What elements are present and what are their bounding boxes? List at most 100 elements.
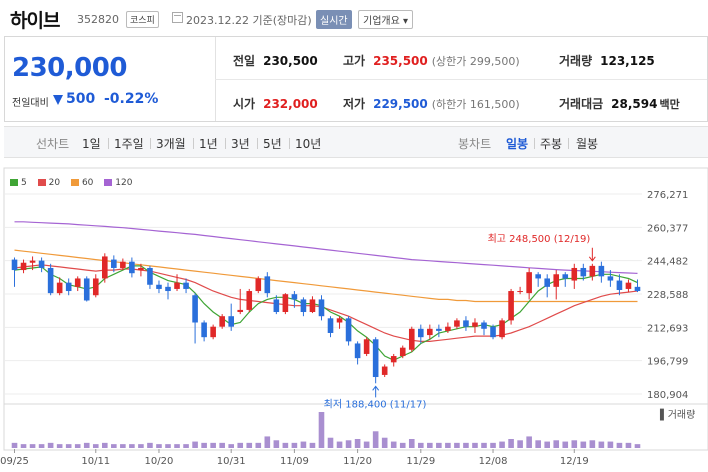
volume-bar <box>300 441 307 448</box>
x-tick-label: 11/29 <box>406 456 435 467</box>
change-label: 전일대비 <box>12 98 49 109</box>
volume-bar <box>390 441 397 448</box>
candle-weekly[interactable]: 주봉 <box>540 137 563 151</box>
volume-cell: 거래량 123,125 <box>559 52 655 69</box>
candle-body <box>490 326 496 338</box>
candle-body <box>291 294 298 300</box>
y-tick-label: 228,588 <box>647 290 688 301</box>
volume-bar <box>436 442 442 448</box>
volume-bar <box>47 442 54 448</box>
volume-bar <box>174 444 180 448</box>
volume-bar <box>336 441 343 448</box>
current-price: 230,000 <box>12 53 127 83</box>
volume-bar <box>535 440 541 448</box>
period-3m[interactable]: 3개월 <box>156 137 186 151</box>
ma120-line <box>14 221 638 274</box>
volume-bar <box>120 444 126 448</box>
lower-limit: (하한가 161,500) <box>431 98 520 111</box>
x-tick-label: 11/20 <box>343 456 372 467</box>
company-overview-dropdown[interactable]: 기업개요 ▾ <box>358 10 413 29</box>
candle-body <box>282 294 289 313</box>
volume-bar <box>580 441 587 448</box>
volume-bar <box>264 436 271 448</box>
y-tick-label: 180,904 <box>647 390 688 401</box>
volume-bar <box>282 442 289 448</box>
candle-body <box>598 265 605 277</box>
x-tick-label: 12/19 <box>560 456 589 467</box>
candle-body <box>120 261 126 268</box>
volume-bar <box>508 439 514 448</box>
candle-body <box>634 286 641 292</box>
candle-daily[interactable]: 일봉 <box>506 137 529 151</box>
candle-body <box>11 259 18 271</box>
realtime-button[interactable]: 실시간 <box>316 10 352 29</box>
low-cell: 저가 229,500 (하한가 161,500) <box>343 95 520 112</box>
volume-frame <box>3 403 708 451</box>
candle-body <box>129 261 135 274</box>
chart-toolbar: 선차트 1일 1주일 3개월 1년 3년 5년 10년 봉차트 일봉 주봉 월봉 <box>4 126 708 158</box>
candle-body <box>309 299 316 313</box>
period-1d[interactable]: 1일 <box>82 137 101 151</box>
volume-bar <box>65 444 72 448</box>
y-tick-label: 276,271 <box>647 190 688 201</box>
candle-body <box>345 318 352 342</box>
period-5y[interactable]: 5년 <box>263 137 282 151</box>
candle-body <box>580 267 587 277</box>
candle-body <box>228 316 234 327</box>
stock-title: 하이브 <box>10 10 60 32</box>
candle-body <box>544 278 550 287</box>
prev-close-cell: 전일 230,500 <box>233 52 318 69</box>
x-tick-label: 09/25 <box>0 456 29 467</box>
period-3y[interactable]: 3년 <box>231 137 250 151</box>
candle-body <box>65 282 72 292</box>
change-value: 500 <box>66 91 96 107</box>
volume-bar <box>472 442 478 448</box>
candle-body <box>20 262 27 271</box>
trade-value-label: 거래대금 <box>559 97 604 111</box>
volume-bar <box>74 444 81 448</box>
candle-body <box>445 326 451 331</box>
period-1w[interactable]: 1주일 <box>114 137 144 151</box>
candle-body <box>562 274 569 279</box>
volume-bar <box>165 444 171 448</box>
candle-body <box>481 322 487 329</box>
candle-body <box>38 260 45 268</box>
volume-bar <box>210 442 216 448</box>
candle-body <box>327 318 334 333</box>
candle-body <box>237 309 244 313</box>
volume-bar <box>29 444 36 448</box>
volume-bar <box>129 444 135 448</box>
volume-bar <box>38 444 45 448</box>
volume-bar <box>147 442 153 448</box>
candle-body <box>246 291 253 310</box>
candle-body <box>354 343 361 359</box>
volume-bar <box>481 442 487 448</box>
ma20-line <box>14 264 638 342</box>
candle-body <box>571 267 578 281</box>
candle-body <box>408 328 415 350</box>
volume-bar <box>463 442 469 448</box>
candle-body <box>83 278 90 301</box>
candle-monthly[interactable]: 월봉 <box>576 137 599 151</box>
volume-bar <box>237 442 244 448</box>
prev-close-value: 230,500 <box>263 54 318 68</box>
volume-bar <box>11 442 18 448</box>
volume-bar <box>598 441 605 448</box>
volume-bar <box>553 440 560 448</box>
x-tick-label: 10/31 <box>217 456 246 467</box>
candle-body <box>517 291 523 293</box>
high-cell: 고가 235,500 (상한가 299,500) <box>343 52 520 69</box>
candle-body <box>553 274 560 287</box>
period-1y[interactable]: 1년 <box>199 137 218 151</box>
volume-bar <box>92 444 99 448</box>
volume-bar <box>589 440 596 448</box>
volume-label: 거래량 <box>559 54 593 68</box>
volume-bar <box>454 442 460 448</box>
chart-frame <box>3 167 708 405</box>
period-10y[interactable]: 10년 <box>295 137 322 151</box>
volume-label: ▌거래량 <box>659 408 695 421</box>
candle-body <box>111 259 117 268</box>
low-value: 229,500 <box>373 97 428 111</box>
y-tick-label: 212,693 <box>647 323 688 334</box>
